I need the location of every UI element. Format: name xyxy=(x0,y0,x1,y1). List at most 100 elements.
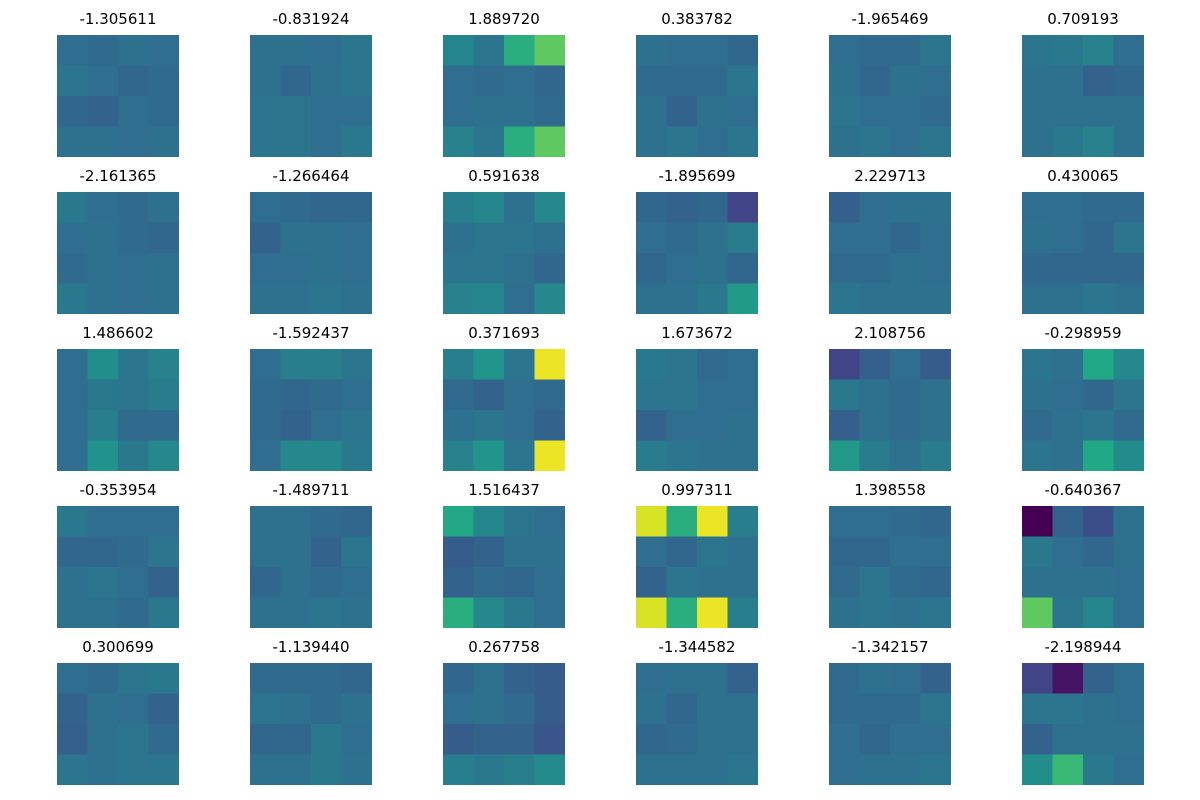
heatmap-cell xyxy=(57,349,88,380)
heatmap-panel: 1.486602 xyxy=(57,324,179,471)
heatmap-cell xyxy=(280,126,312,157)
heatmap-cell xyxy=(920,192,951,223)
heatmap-cell xyxy=(890,192,921,223)
heatmap-cell xyxy=(636,349,667,380)
heatmap-panel: -0.831924 xyxy=(250,10,372,157)
heatmap-cell xyxy=(1113,693,1144,725)
panel-title: 0.997311 xyxy=(661,481,733,499)
heatmap-cell xyxy=(280,222,312,254)
heatmap-cell xyxy=(859,440,891,471)
heatmap-cell xyxy=(697,693,728,725)
heatmap-cell xyxy=(57,663,88,694)
heatmap-cell xyxy=(636,222,667,254)
heatmap-cell xyxy=(250,410,281,441)
heatmap-cell xyxy=(534,567,565,598)
heatmap-cell xyxy=(504,222,535,254)
heatmap-cell xyxy=(1052,410,1084,441)
heatmap-cell xyxy=(118,597,149,628)
heatmap-cell xyxy=(534,222,565,254)
heatmap-cell xyxy=(1083,379,1114,411)
heatmap-panel: 0.371693 xyxy=(443,324,565,471)
heatmap-panel: -2.161365 xyxy=(57,167,179,314)
heatmap-cell xyxy=(829,253,860,284)
heatmap-cell xyxy=(280,349,312,380)
heatmap-cell xyxy=(920,693,951,725)
heatmap-cell xyxy=(666,253,698,284)
heatmap-cell xyxy=(666,35,698,66)
heatmap-cell xyxy=(504,35,535,66)
heatmap-cell xyxy=(727,597,758,628)
heatmap-cell xyxy=(443,597,474,628)
heatmap-cell xyxy=(118,349,149,380)
heatmap-panel: -0.298959 xyxy=(1022,324,1144,471)
panel-title: 2.108756 xyxy=(854,324,926,342)
heatmap-cell xyxy=(57,192,88,223)
heatmap-cell xyxy=(250,754,281,785)
panel-title: 2.229713 xyxy=(854,167,926,185)
heatmap-cell xyxy=(341,253,372,284)
heatmap-cell xyxy=(1022,440,1053,471)
heatmap-cell xyxy=(280,693,312,725)
heatmap-cell xyxy=(859,724,891,755)
heatmap-cell xyxy=(473,222,505,254)
heatmap-cell xyxy=(1052,693,1084,725)
heatmap-cell xyxy=(311,597,342,628)
heatmap-cell xyxy=(118,379,149,411)
heatmap-cell xyxy=(443,724,474,755)
heatmap-cell xyxy=(534,379,565,411)
heatmap-cell xyxy=(920,126,951,157)
heatmap-cell xyxy=(829,96,860,127)
heatmap-cell xyxy=(727,222,758,254)
heatmap-cell xyxy=(1083,65,1114,97)
heatmap-cell xyxy=(118,506,149,537)
heatmap xyxy=(57,663,179,785)
heatmap-cell xyxy=(504,754,535,785)
heatmap-cell xyxy=(250,96,281,127)
heatmap-cell xyxy=(1083,724,1114,755)
heatmap xyxy=(829,192,951,314)
heatmap-cell xyxy=(1052,379,1084,411)
heatmap-cell xyxy=(920,283,951,314)
heatmap-cell xyxy=(473,754,505,785)
heatmap-cell xyxy=(1052,567,1084,598)
heatmap-cell xyxy=(504,65,535,97)
heatmap-cell xyxy=(920,96,951,127)
heatmap xyxy=(250,35,372,157)
panel-title: -1.489711 xyxy=(272,481,350,499)
heatmap-cell xyxy=(1083,663,1114,694)
heatmap-cell xyxy=(280,754,312,785)
heatmap-cell xyxy=(118,724,149,755)
heatmap-panel: -2.198944 xyxy=(1022,638,1144,785)
heatmap-cell xyxy=(920,724,951,755)
heatmap-cell xyxy=(920,35,951,66)
heatmap-cell xyxy=(1052,506,1084,537)
heatmap-cell xyxy=(504,724,535,755)
heatmap-cell xyxy=(118,96,149,127)
heatmap-cell xyxy=(1052,283,1084,314)
heatmap-panel: -0.640367 xyxy=(1022,481,1144,628)
heatmap-cell xyxy=(311,567,342,598)
heatmap-cell xyxy=(920,379,951,411)
panel-title: 0.709193 xyxy=(1047,10,1119,28)
heatmap-cell xyxy=(504,283,535,314)
panel-title: -0.353954 xyxy=(79,481,157,499)
heatmap-cell xyxy=(341,597,372,628)
heatmap-cell xyxy=(443,754,474,785)
heatmap-cell xyxy=(534,536,565,568)
heatmap-cell xyxy=(118,35,149,66)
heatmap-cell xyxy=(697,253,728,284)
heatmap-cell xyxy=(727,192,758,223)
heatmap-cell xyxy=(636,96,667,127)
heatmap-cell xyxy=(250,663,281,694)
heatmap-cell xyxy=(250,222,281,254)
heatmap-cell xyxy=(1113,379,1144,411)
heatmap-cell xyxy=(727,283,758,314)
panel-title: -1.344582 xyxy=(658,638,736,656)
heatmap-cell xyxy=(1083,693,1114,725)
heatmap-cell xyxy=(829,440,860,471)
heatmap-cell xyxy=(1083,253,1114,284)
heatmap-cell xyxy=(280,96,312,127)
heatmap-cell xyxy=(1083,283,1114,314)
heatmap-cell xyxy=(280,379,312,411)
